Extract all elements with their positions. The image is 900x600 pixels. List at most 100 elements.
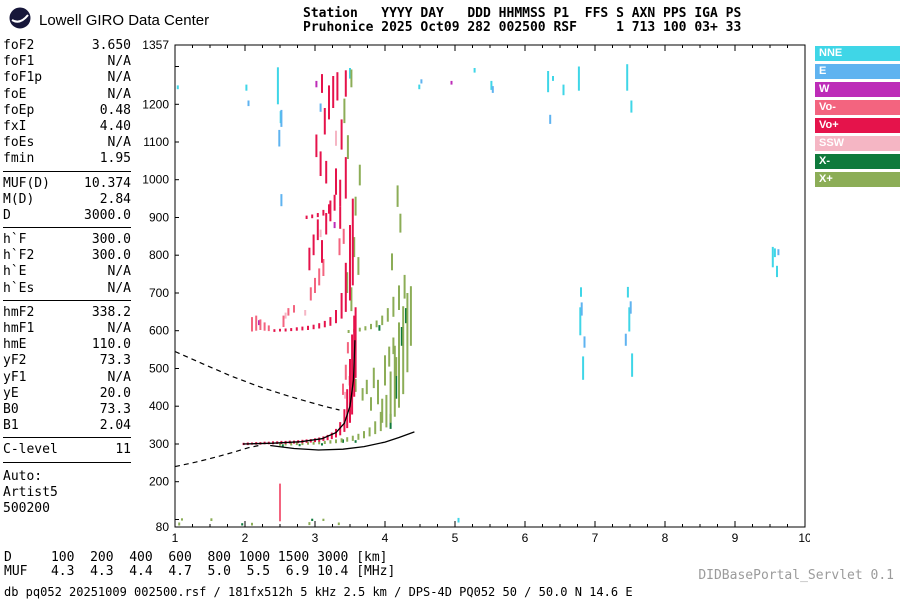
param-row-fxI: fxI 4.40 <box>3 119 131 135</box>
param-value: 1.95 <box>99 151 131 167</box>
echo-series-Vo- <box>251 228 349 522</box>
station-header: Station YYYY DAY DDD HHMMSS P1 FFS S AXN… <box>303 7 741 35</box>
param-label: C-level <box>3 442 58 458</box>
station-header-line2: Pruhonice 2025 Oct09 282 002500 RSF 1 71… <box>303 20 742 35</box>
auto-row: Artist5 <box>3 484 58 500</box>
auto-row: 500200 <box>3 500 50 516</box>
param-label: hmF2 <box>3 304 35 320</box>
param-value: 300.0 <box>91 248 131 264</box>
param-row-MUF(D): MUF(D) 10.374 <box>3 176 131 192</box>
param-row-foF1p: foF1p N/A <box>3 70 131 86</box>
param-label: hmE <box>3 337 27 353</box>
param-label: hmF1 <box>3 321 35 336</box>
param-row-yF1: yF1 N/A <box>3 370 131 386</box>
muf-table: D 100 200 400 600 800 1000 1500 3000 [km… <box>4 551 395 579</box>
param-row-hmF1: hmF1 N/A <box>3 321 131 337</box>
param-row-foEp: foEp 0.48 <box>3 103 131 119</box>
param-group: C-level 11 <box>3 442 131 463</box>
param-label: foF2 <box>3 38 35 53</box>
svg-text:7: 7 <box>592 531 599 545</box>
x-axis-labels: 1 2 3 4 5 6 7 8 9 10 <box>172 531 810 545</box>
legend-item-Vo-: Vo- <box>815 100 900 115</box>
param-value: N/A <box>107 135 131 151</box>
param-group: h`F 300.0 h`F2 300.0 h`E N/A h`Es N/A <box>3 232 131 301</box>
param-value: 3.650 <box>91 38 131 53</box>
param-row-M(D): M(D) 2.84 <box>3 192 131 208</box>
param-value: 4.40 <box>99 118 131 134</box>
servlet-version: DIDBasePortal_Servlet 0.1 <box>698 568 894 583</box>
parameter-panel: foF2 3.650 foF1 N/A foF1p N/A foE N/A foEp 0.48 fx… <box>3 38 131 517</box>
echo-direction-legend: NNE E W Vo- Vo+ SSW X- X+ <box>815 46 900 190</box>
param-value: 20.0 <box>99 385 131 401</box>
param-row-h`E: h`E N/A <box>3 264 131 280</box>
param-value: N/A <box>107 86 131 102</box>
svg-text:700: 700 <box>149 286 169 300</box>
param-row-C-level: C-level 11 <box>3 442 131 458</box>
param-label: foF1p <box>3 70 43 86</box>
param-row-foE: foE N/A <box>3 87 131 103</box>
param-row-hmF2: hmF2 338.2 <box>3 305 131 321</box>
param-value: N/A <box>107 369 131 385</box>
echo-series-E <box>247 79 780 348</box>
param-row-foF1: foF1 N/A <box>3 54 131 70</box>
svg-text:800: 800 <box>149 248 169 262</box>
param-value: 338.2 <box>91 304 131 320</box>
param-label: foE <box>3 86 27 102</box>
param-label: D <box>3 207 11 223</box>
legend-item-SSW: SSW <box>815 136 900 151</box>
svg-text:9: 9 <box>732 531 739 545</box>
svg-text:200: 200 <box>149 475 169 489</box>
param-row-hmE: hmE 110.0 <box>3 337 131 353</box>
param-group: foF2 3.650 foF1 N/A foF1p N/A foE N/A foEp 0.48 fx… <box>3 38 131 172</box>
echo-series-W <box>258 80 453 326</box>
param-row-B1: B1 2.04 <box>3 418 131 434</box>
svg-text:1200: 1200 <box>142 97 169 111</box>
param-value: N/A <box>107 54 131 70</box>
auto-scaler-block: Auto: Artist5 500200 <box>3 469 131 518</box>
param-row-B0: B0 73.3 <box>3 402 131 418</box>
echo-series-SSW <box>284 130 351 399</box>
param-value: 73.3 <box>99 353 131 369</box>
param-row-yE: yE 20.0 <box>3 386 131 402</box>
auto-row: Auto: <box>3 468 43 484</box>
svg-text:600: 600 <box>149 324 169 338</box>
param-value: N/A <box>107 321 131 336</box>
param-value: N/A <box>107 264 131 280</box>
svg-text:80: 80 <box>156 520 170 534</box>
param-group: hmF2 338.2 hmF1 N/A hmE 110.0 yF2 73.3 yF1 N/A yE 2… <box>3 305 131 439</box>
param-label: fxI <box>3 118 27 134</box>
status-line: db pq052 20251009 002500.rsf / 181fx512h… <box>4 585 633 599</box>
param-label: h`F2 <box>3 248 35 264</box>
legend-item-X+: X+ <box>815 172 900 187</box>
legend-item-NNE: NNE <box>815 46 900 61</box>
param-value: N/A <box>107 70 131 86</box>
param-value: 300.0 <box>91 232 131 248</box>
echo-series-NNE <box>176 64 778 523</box>
ionogram-plot: 1 2 3 4 5 6 7 8 9 10 1357 1200 1100 1000 900 800 700 600 5… <box>142 40 810 545</box>
muf-row-MUF: MUF 4.3 4.3 4.4 4.7 5.0 5.5 6.9 10.4 [MH… <box>4 564 396 579</box>
param-label: MUF(D) <box>3 175 50 191</box>
param-value: 11 <box>115 442 131 458</box>
param-label: h`Es <box>3 280 35 296</box>
param-label: B1 <box>3 418 19 434</box>
plot-frame <box>174 44 806 528</box>
muf-row-D: D 100 200 400 600 800 1000 1500 3000 [km… <box>4 550 388 565</box>
param-value: 10.374 <box>84 175 131 191</box>
param-value: 2.84 <box>99 191 131 207</box>
station-header-line1: Station YYYY DAY DDD HHMMSS P1 FFS S AXN… <box>303 6 742 21</box>
param-label: yF1 <box>3 369 27 385</box>
legend-item-Vo+: Vo+ <box>815 118 900 133</box>
legend-item-X-: X- <box>815 154 900 169</box>
svg-text:2: 2 <box>242 531 249 545</box>
param-group: MUF(D) 10.374 M(D) 2.84 D 3000.0 <box>3 176 131 229</box>
param-row-h`Es: h`Es N/A <box>3 281 131 297</box>
param-label: h`F <box>3 232 27 248</box>
giro-logo-icon <box>8 6 32 35</box>
svg-text:400: 400 <box>149 399 169 413</box>
svg-text:6: 6 <box>522 531 529 545</box>
param-row-yF2: yF2 73.3 <box>3 353 131 369</box>
svg-text:1357: 1357 <box>142 40 169 52</box>
svg-text:500: 500 <box>149 362 169 376</box>
param-row-h`F: h`F 300.0 <box>3 232 131 248</box>
y-axis-labels: 1357 1200 1100 1000 900 800 700 600 500 400 300 200… <box>142 40 169 534</box>
